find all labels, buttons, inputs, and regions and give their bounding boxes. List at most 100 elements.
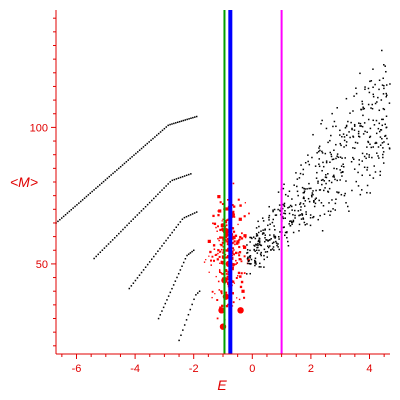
data-point	[135, 152, 137, 155]
data-point	[132, 282, 135, 284]
data-point	[335, 168, 338, 170]
data-point	[330, 181, 333, 184]
data-point	[211, 255, 214, 258]
data-point	[303, 205, 306, 207]
data-point	[378, 157, 380, 159]
data-point	[225, 304, 229, 308]
data-point	[254, 260, 257, 263]
data-point	[213, 222, 217, 226]
data-point	[350, 121, 352, 124]
data-point	[257, 220, 259, 223]
data-point	[178, 120, 181, 123]
data-point	[298, 214, 300, 217]
data-point	[107, 243, 110, 245]
data-point	[247, 258, 250, 262]
data-point	[308, 182, 310, 185]
data-point	[345, 125, 348, 128]
data-point	[221, 304, 224, 307]
data-point	[284, 217, 287, 219]
data-point	[166, 299, 168, 301]
data-point	[308, 200, 311, 203]
data-point	[146, 263, 149, 266]
data-point	[219, 236, 222, 239]
data-point	[289, 220, 291, 223]
data-point	[287, 244, 290, 247]
data-point	[193, 298, 195, 301]
data-point	[238, 245, 241, 249]
data-point	[208, 255, 210, 257]
data-point	[216, 258, 219, 261]
x-tick-label: 4	[366, 363, 372, 375]
data-point	[163, 187, 165, 189]
data-point	[225, 273, 228, 275]
data-point	[250, 258, 253, 261]
data-point	[191, 250, 193, 253]
data-point	[335, 157, 337, 160]
data-point	[305, 213, 307, 216]
data-point	[383, 84, 385, 87]
data-point	[336, 191, 338, 193]
data-point	[83, 197, 86, 199]
data-point	[218, 289, 221, 291]
data-point	[318, 145, 321, 148]
data-point	[385, 126, 388, 129]
data-point	[302, 173, 304, 176]
data-point	[130, 285, 133, 287]
data-point	[262, 229, 264, 231]
data-point	[261, 233, 264, 235]
data-point	[224, 233, 229, 237]
data-point	[273, 225, 275, 227]
data-point	[345, 202, 347, 204]
data-point	[367, 103, 370, 106]
data-point	[313, 201, 315, 203]
data-point	[317, 150, 320, 153]
x-axis-label: E	[217, 377, 227, 393]
data-point	[312, 193, 314, 196]
data-point	[113, 237, 116, 239]
data-point	[312, 190, 314, 192]
data-point	[317, 180, 319, 183]
data-point	[254, 257, 257, 260]
data-point	[103, 247, 106, 249]
data-point	[304, 200, 307, 202]
data-point	[254, 259, 256, 262]
data-point	[316, 152, 318, 154]
data-point	[294, 214, 296, 217]
data-point	[381, 84, 384, 86]
data-point	[209, 250, 212, 254]
data-point	[245, 237, 247, 239]
data-point	[386, 137, 388, 140]
data-point	[278, 238, 280, 240]
data-point	[154, 136, 156, 138]
data-point	[279, 231, 281, 233]
data-point	[273, 249, 275, 251]
data-point	[217, 249, 220, 252]
data-point	[368, 91, 371, 94]
data-point	[246, 249, 249, 251]
data-point	[360, 125, 362, 127]
data-point	[57, 220, 59, 223]
data-point	[269, 223, 271, 225]
data-point	[331, 158, 334, 161]
data-point	[371, 103, 374, 106]
data-point	[366, 166, 369, 169]
data-point	[368, 136, 371, 139]
data-point	[333, 167, 335, 170]
data-point	[334, 202, 337, 205]
data-point	[219, 201, 222, 204]
data-point	[302, 196, 305, 198]
data-point	[268, 216, 270, 219]
data-point	[288, 206, 291, 208]
data-point	[349, 136, 351, 139]
data-point	[219, 228, 222, 232]
data-point	[312, 216, 314, 219]
data-point	[99, 184, 101, 186]
data-point	[287, 195, 289, 197]
data-point	[385, 84, 388, 86]
data-point	[284, 234, 286, 237]
data-point	[227, 255, 230, 258]
chart-marks	[55, 49, 391, 342]
data-point	[182, 119, 185, 122]
data-point	[369, 80, 371, 83]
data-point	[311, 195, 313, 198]
